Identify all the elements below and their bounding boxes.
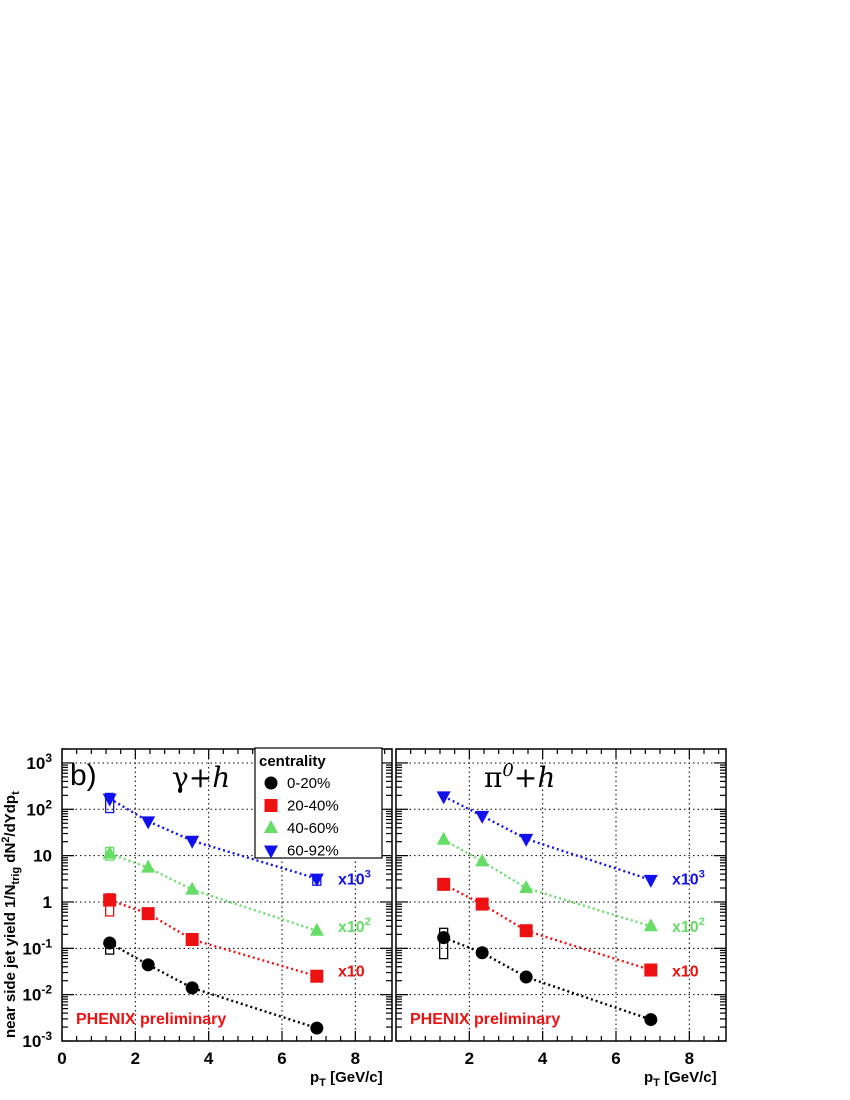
preliminary-label: PHENIX preliminary [76, 1011, 226, 1028]
scale-label: x103 [338, 869, 371, 889]
series-0-20% [437, 927, 658, 1027]
data-point [644, 1013, 658, 1027]
data-point [141, 816, 156, 830]
panel-2: 2 4 6 8 π0+h PHENIX preliminary x103 x102 x10 [395, 748, 727, 1068]
data-point [102, 793, 117, 807]
data-point [185, 932, 199, 946]
legend-label: 0-20% [287, 775, 330, 792]
data-point [644, 963, 658, 977]
systematic-box [439, 927, 449, 960]
scale-label: x102 [338, 916, 371, 936]
scale-label: x102 [672, 916, 705, 936]
data-point [309, 922, 324, 936]
series-line [443, 795, 652, 882]
series-line [109, 898, 318, 978]
series-20-40% [437, 877, 658, 977]
x-tick-label: 2 [131, 1049, 140, 1068]
axis-titles: near side jet yield 1/Ntrig dN2/dYdpt pT … [0, 791, 717, 1089]
plot-frame [395, 748, 727, 1042]
series-line [443, 936, 652, 1021]
x-tick-label: 8 [351, 1049, 360, 1068]
y-tick-label: 1 [43, 893, 52, 912]
y-axis-label: near side jet yield 1/Ntrig dN2/dYdpt [0, 791, 22, 1038]
y-tick-label: 10-2 [22, 983, 52, 1005]
data-point [436, 831, 451, 845]
data-point [475, 810, 490, 824]
legend-label: 60-92% [287, 843, 339, 860]
y-tick-label: 103 [26, 751, 52, 773]
data-point [141, 907, 155, 921]
data-point [102, 845, 117, 859]
series-line [109, 852, 318, 932]
data-point [141, 958, 155, 972]
panel-title: π0+h [484, 760, 555, 794]
x-tick-label: 8 [685, 1049, 694, 1068]
x-tick-label: 4 [204, 1049, 214, 1068]
x-tick-label: 6 [277, 1049, 286, 1068]
data-point [185, 981, 199, 995]
data-point [103, 936, 117, 950]
data-point [309, 873, 324, 887]
data-point [436, 791, 451, 805]
x-tick-label: 4 [538, 1049, 548, 1068]
legend-marker [264, 845, 278, 859]
data-point [310, 1021, 324, 1035]
legend-marker [264, 820, 278, 833]
ticks [61, 748, 392, 1042]
scale-label: x10 [338, 964, 365, 981]
data-point [519, 833, 534, 847]
data-point [519, 880, 534, 894]
data-point [185, 835, 200, 849]
data-point [437, 877, 451, 891]
series-line [443, 838, 652, 928]
legend: centrality 0-20% 20-40% 40-60% 60-92% [254, 747, 383, 860]
scale-label: x10 [672, 964, 699, 981]
data-point [437, 931, 451, 945]
y-tick-label: 10 [33, 847, 52, 866]
series-20-40% [103, 893, 324, 983]
data-point [103, 893, 117, 907]
legend-marker [264, 776, 278, 790]
plot-frame [61, 748, 393, 1042]
series-60-92% [436, 791, 658, 888]
x-axis-label-left: pT [GeV/c] [310, 1069, 383, 1089]
x-tick-label: 2 [465, 1049, 474, 1068]
y-tick-label: 10-3 [22, 1029, 52, 1051]
data-point [519, 924, 533, 938]
ticks [395, 748, 726, 1042]
data-point [519, 970, 533, 984]
grid [396, 749, 726, 1041]
panel-label: b) [70, 759, 97, 792]
series-60-92% [102, 792, 324, 887]
y-tick-label: 10-1 [22, 936, 52, 958]
series-0-20% [103, 936, 324, 1035]
data-point [185, 881, 200, 895]
data-point [310, 969, 324, 983]
data-point [475, 946, 489, 960]
data-point [475, 897, 489, 911]
preliminary-label: PHENIX preliminary [410, 1011, 560, 1028]
legend-label: 20-40% [287, 798, 339, 815]
legend-title: centrality [259, 753, 326, 770]
series-40-60% [436, 831, 658, 932]
y-tick-label: 102 [26, 797, 52, 819]
series-line [443, 883, 652, 972]
data-point [475, 853, 490, 867]
x-tick-label: 6 [611, 1049, 620, 1068]
legend-label: 40-60% [287, 820, 339, 837]
scale-label: x103 [672, 869, 705, 889]
data-point [141, 859, 156, 873]
x-axis-label-right: pT [GeV/c] [644, 1069, 717, 1089]
panel-title: γ+h [172, 761, 230, 794]
systematic-box [105, 792, 115, 814]
data-point [643, 874, 658, 888]
series-40-60% [102, 845, 324, 936]
legend-marker [264, 799, 278, 812]
data-point [643, 918, 658, 932]
x-tick-label: 0 [57, 1049, 66, 1068]
